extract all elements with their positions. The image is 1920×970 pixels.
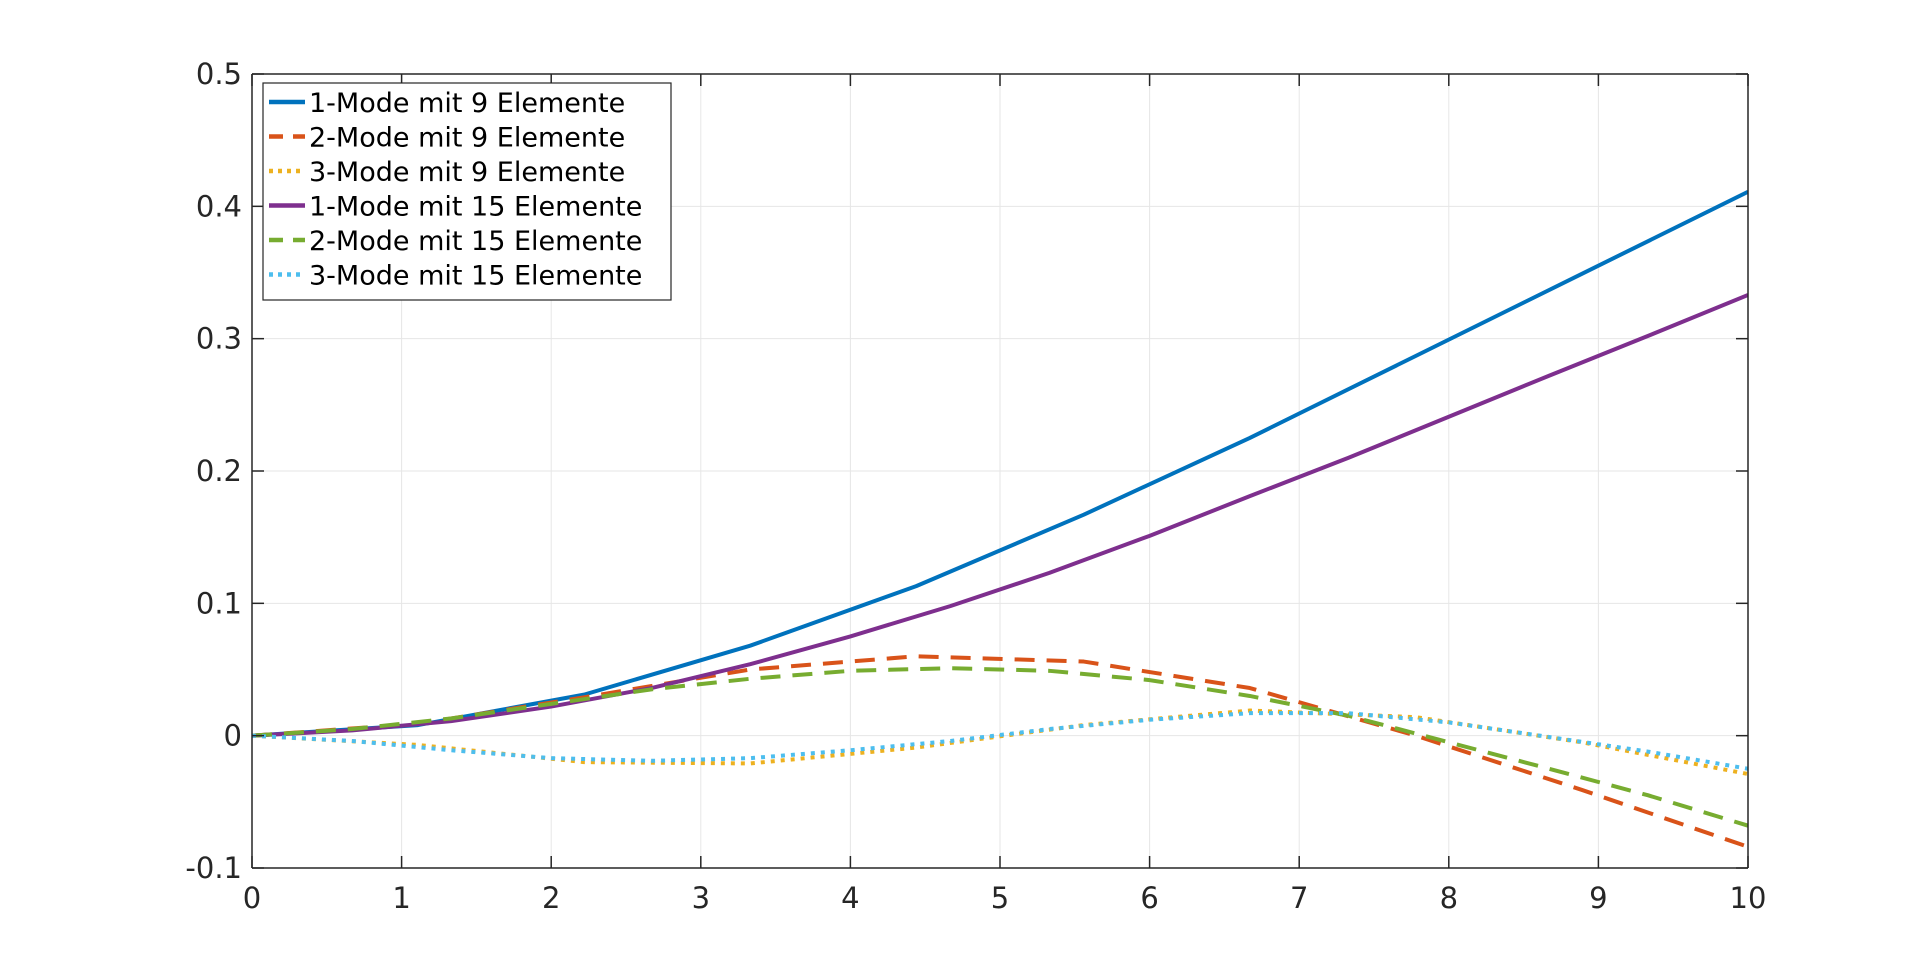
series-line-6	[252, 711, 1748, 771]
y-tick-label: 0.1	[196, 586, 242, 620]
legend-label-6: 3-Mode mit 15 Elemente	[309, 261, 642, 292]
y-tick-label: 0.2	[196, 454, 242, 488]
axes: 0 1 2 3 4 5 6 7 8 9 10-0.100.10.20.30.40.5	[185, 57, 1766, 915]
y-tick-label: 0	[224, 719, 242, 753]
x-tick-label: 9	[1589, 881, 1607, 915]
legend-label-4: 1-Mode mit 15 Elemente	[309, 192, 642, 223]
x-tick-label: 3	[692, 881, 710, 915]
series-line-2	[252, 654, 1748, 849]
legend-label-1: 1-Mode mit 9 Elemente	[309, 88, 625, 119]
series-line-1	[252, 189, 1748, 738]
x-tick-label: 8	[1440, 881, 1458, 915]
legend: 1-Mode mit 9 Elemente 2-Mode mit 9 Elemen…	[262, 82, 672, 301]
y-tick-label: -0.1	[185, 851, 242, 885]
x-tick-label: 4	[841, 881, 859, 915]
y-tick-label: 0.3	[196, 322, 242, 356]
x-tick-label: 2	[542, 881, 560, 915]
x-tick-label: 7	[1290, 881, 1308, 915]
x-tick-label: 5	[991, 881, 1009, 915]
series-lines	[252, 189, 1748, 849]
legend-box	[262, 82, 672, 301]
y-tick-label: 0.4	[196, 189, 242, 223]
series-line-5	[252, 666, 1748, 828]
y-tick-label: 0.5	[196, 57, 242, 91]
x-tick-label: 1	[392, 881, 410, 915]
series-line-4	[252, 293, 1748, 738]
x-tick-label: 10	[1730, 881, 1767, 915]
x-tick-label: 0	[243, 881, 261, 915]
x-tick-label: 6	[1140, 881, 1158, 915]
legend-label-5: 2-Mode mit 15 Elemente	[309, 226, 642, 257]
legend-label-2: 2-Mode mit 9 Elemente	[309, 123, 625, 154]
legend-label-3: 3-Mode mit 9 Elemente	[309, 157, 625, 188]
